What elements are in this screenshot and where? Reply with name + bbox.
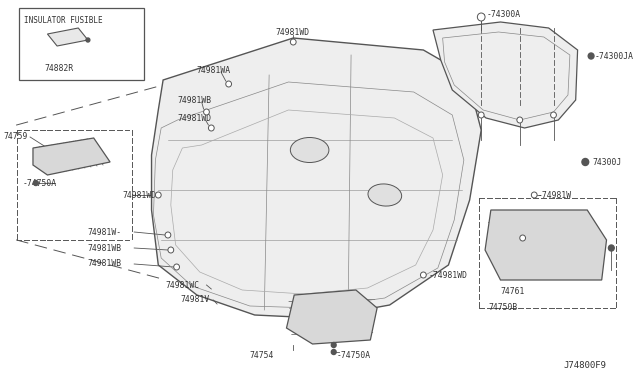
Circle shape [165, 232, 171, 238]
Text: -74981WD: -74981WD [428, 270, 467, 279]
Circle shape [226, 81, 232, 87]
Text: 74981WD: 74981WD [177, 113, 212, 122]
Text: -74300A: -74300A [487, 10, 521, 19]
Circle shape [582, 158, 589, 166]
Text: INSULATOR FUSIBLE: INSULATOR FUSIBLE [24, 16, 103, 25]
Text: -74750A: -74750A [337, 352, 371, 360]
Polygon shape [152, 38, 481, 318]
Text: -74981W: -74981W [537, 190, 572, 199]
Circle shape [204, 109, 209, 115]
Circle shape [420, 272, 426, 278]
Text: -74300JA: -74300JA [595, 51, 634, 61]
Text: 74981WB: 74981WB [177, 96, 212, 105]
Text: 74981WA: 74981WA [197, 65, 231, 74]
Text: 74300J: 74300J [592, 157, 621, 167]
Circle shape [520, 235, 525, 241]
Circle shape [332, 350, 336, 355]
Circle shape [168, 247, 173, 253]
Text: 74759: 74759 [4, 131, 28, 141]
Circle shape [531, 192, 537, 198]
Circle shape [478, 112, 484, 118]
Text: -74750A: -74750A [22, 179, 56, 187]
Ellipse shape [368, 184, 402, 206]
Text: 74882R: 74882R [44, 64, 74, 73]
Text: 74750B: 74750B [489, 304, 518, 312]
Polygon shape [433, 22, 578, 128]
Circle shape [550, 112, 556, 118]
Circle shape [86, 38, 90, 42]
Text: 74754: 74754 [250, 350, 274, 359]
Circle shape [156, 192, 161, 198]
Text: J74800F9: J74800F9 [564, 360, 607, 369]
Polygon shape [287, 290, 377, 344]
Circle shape [588, 53, 594, 59]
Text: 74981WB: 74981WB [88, 260, 122, 269]
Circle shape [291, 39, 296, 45]
Circle shape [517, 117, 523, 123]
Bar [19, 8, 144, 80]
Text: 74981V: 74981V [180, 295, 210, 305]
Polygon shape [485, 210, 607, 280]
Polygon shape [33, 138, 110, 175]
Polygon shape [47, 28, 88, 46]
Text: 74761: 74761 [500, 288, 525, 296]
Circle shape [477, 13, 485, 21]
Text: -74981WD: -74981WD [527, 234, 566, 243]
Text: 74981W-: 74981W- [88, 228, 122, 237]
Circle shape [332, 343, 336, 347]
Ellipse shape [291, 138, 329, 163]
Circle shape [209, 125, 214, 131]
Text: 74981WB: 74981WB [88, 244, 122, 253]
Circle shape [173, 264, 179, 270]
Text: 74981WC: 74981WC [165, 280, 199, 289]
Circle shape [609, 245, 614, 251]
Text: 74981WD: 74981WD [276, 28, 310, 36]
Text: 74981WD-: 74981WD- [123, 190, 162, 199]
Circle shape [33, 180, 38, 186]
